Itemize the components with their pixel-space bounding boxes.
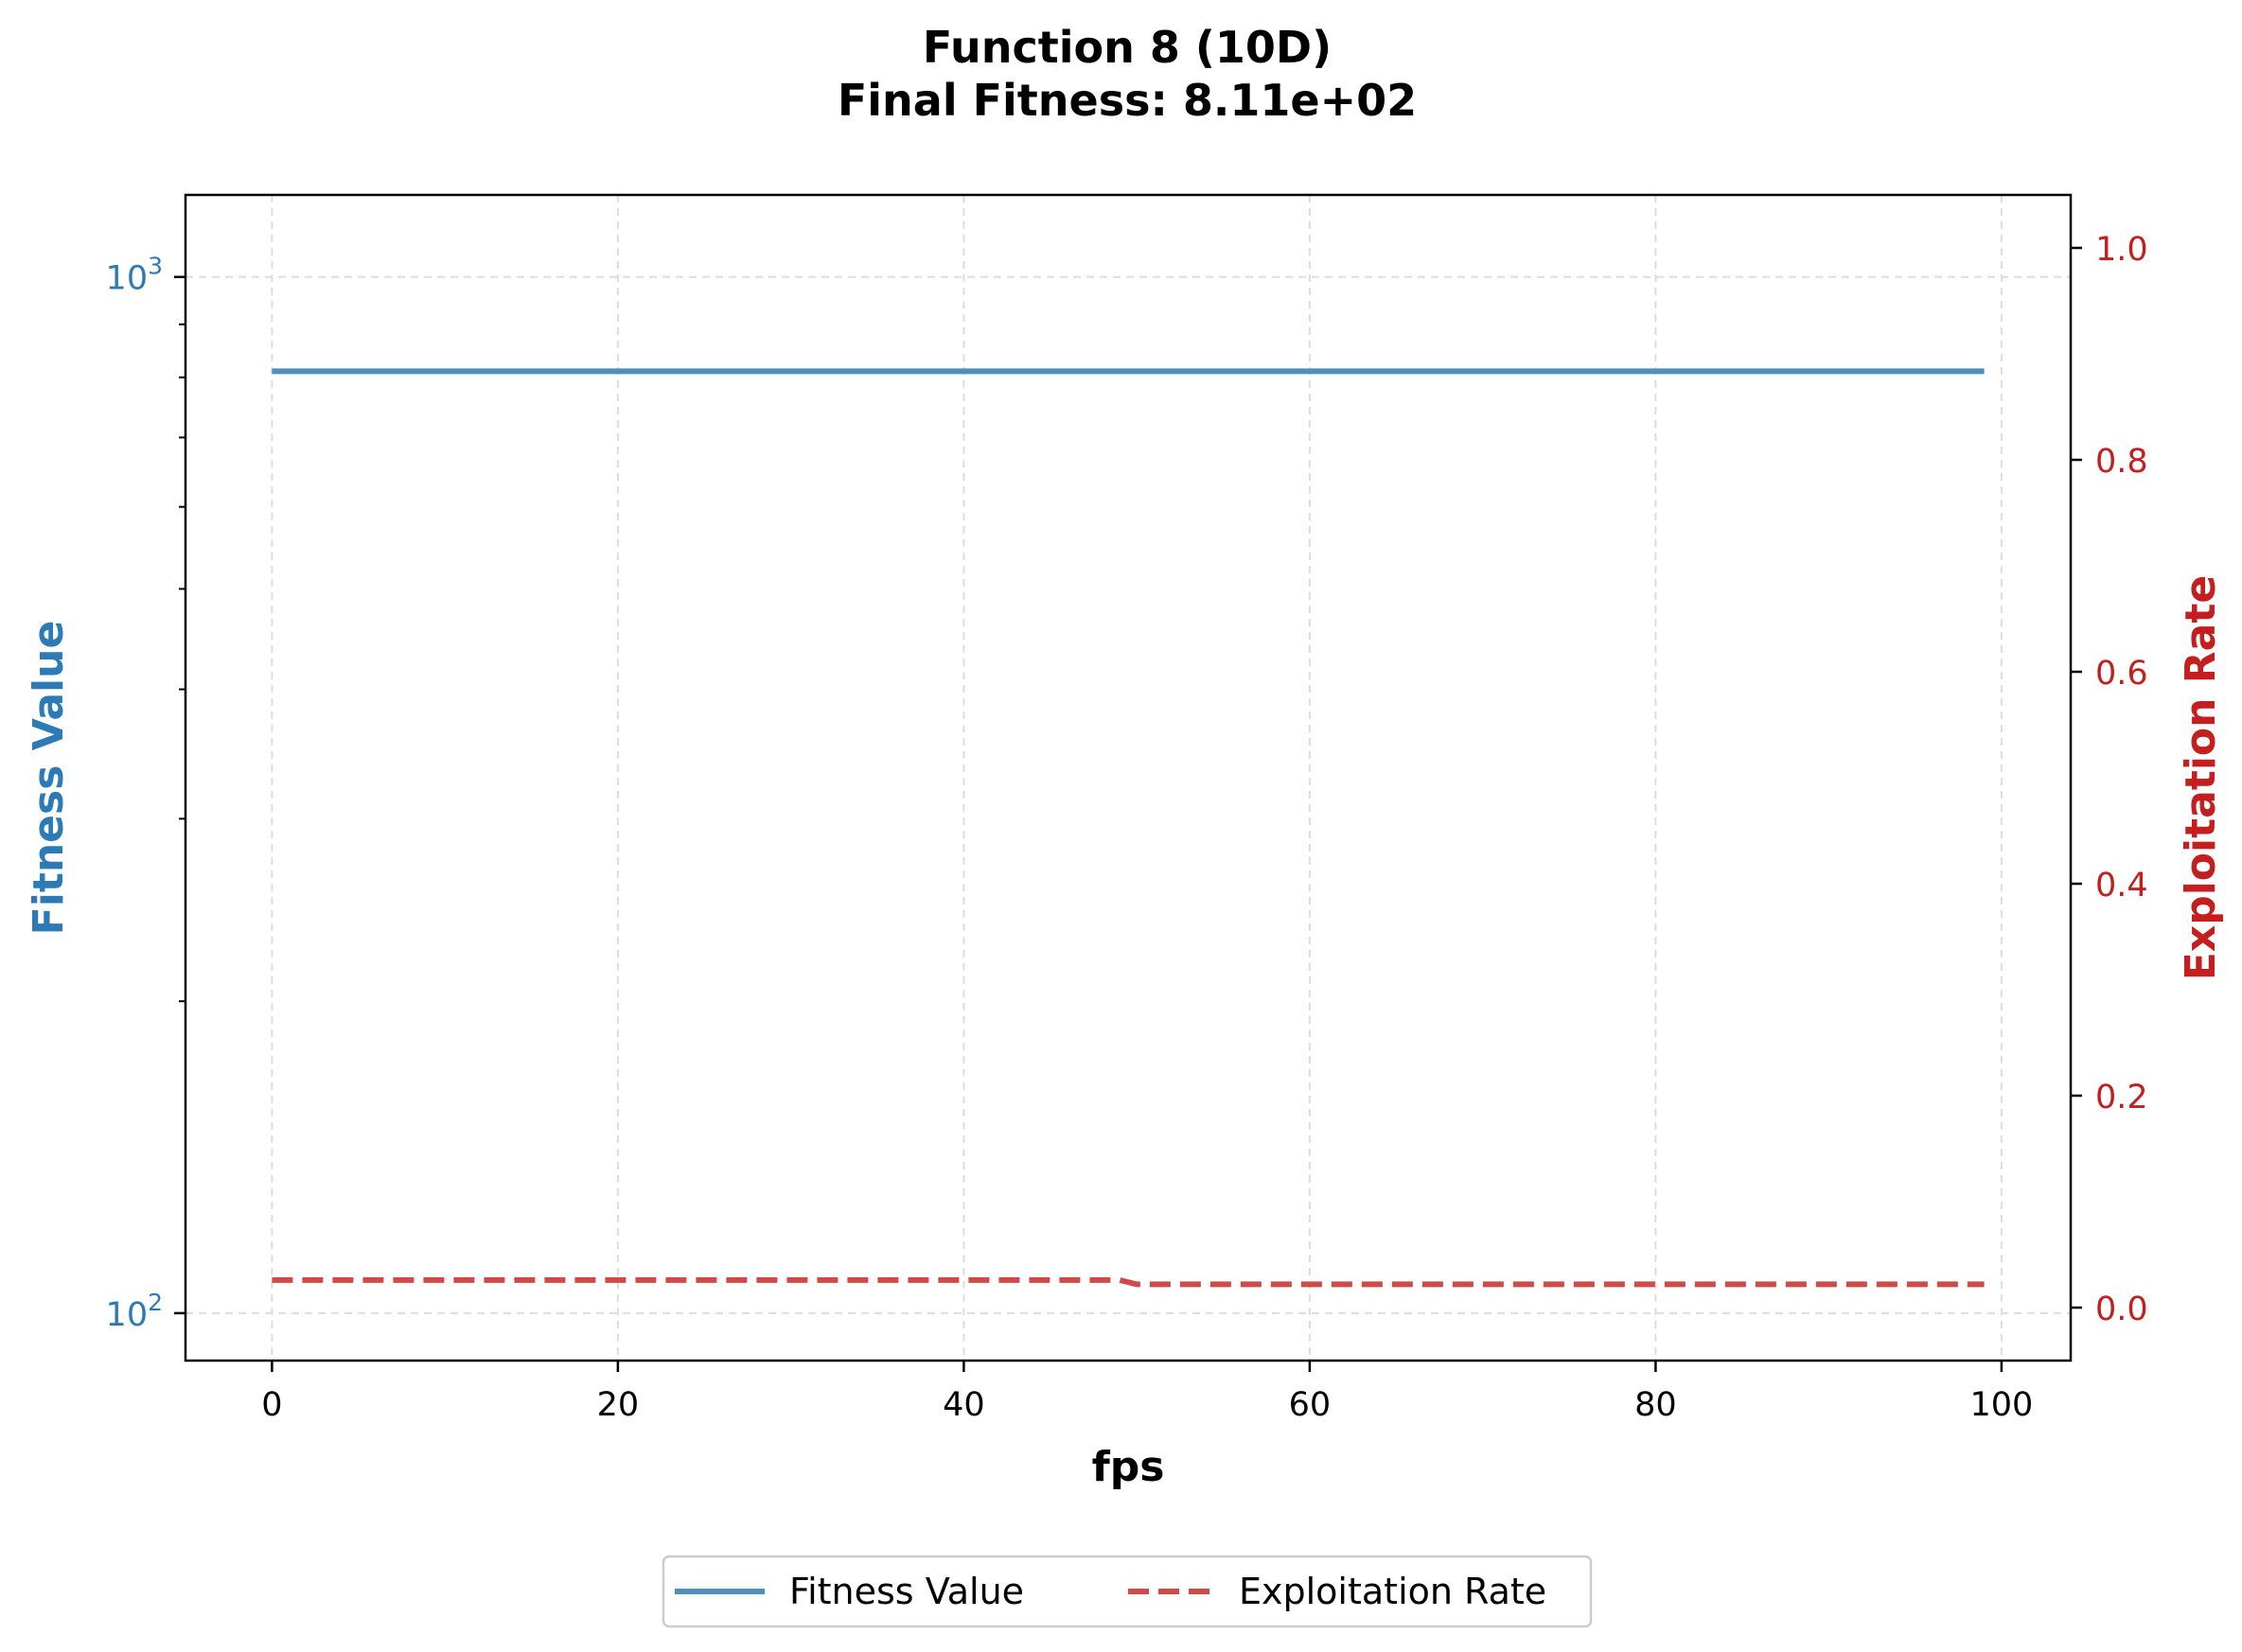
left-y-axis-label: Fitness Value <box>25 621 73 936</box>
left-y-tick-exponent: 2 <box>148 1289 163 1316</box>
left-y-tick-base: 10 <box>106 1296 149 1334</box>
legend-box <box>662 1555 1593 1628</box>
right-y-tick-label: 0.2 <box>2095 1079 2148 1116</box>
right-y-tick-label: 1.0 <box>2095 231 2148 269</box>
x-axis-label: fps <box>1092 1443 1165 1491</box>
right-y-tick-label: 0.8 <box>2095 443 2148 481</box>
left-y-tick-exponent: 3 <box>148 253 163 280</box>
legend-label-fitness-value: Fitness Value <box>789 1571 1024 1612</box>
right-y-tick-label: 0.4 <box>2095 867 2148 905</box>
right-y-tick-label: 0.0 <box>2095 1291 2148 1328</box>
plot-frame <box>184 193 2073 1362</box>
left-y-tick-base: 10 <box>106 260 149 298</box>
right-y-tick-label: 0.6 <box>2095 655 2148 693</box>
x-axis-ticks: 0 20 40 60 80 100 <box>261 1361 2033 1424</box>
legend: Fitness Value Exploitation Rate <box>662 1555 1593 1628</box>
series-line-exploitation-rate <box>272 1276 1985 1288</box>
chart-title: Function 8 (10D) <box>923 22 1332 73</box>
left-y-tick-label: 103 <box>106 253 163 298</box>
chart-subtitle: Final Fitness: 8.11e+02 <box>838 75 1417 126</box>
x-tick-label: 100 <box>1969 1386 2033 1424</box>
x-tick-label: 0 <box>261 1386 282 1424</box>
right-y-axis-ticks: 0.0 0.2 0.4 0.6 0.8 1.0 <box>2071 231 2148 1328</box>
x-tick-label: 40 <box>943 1386 985 1424</box>
legend-label-exploitation-rate: Exploitation Rate <box>1239 1571 1546 1612</box>
x-tick-label: 80 <box>1634 1386 1677 1424</box>
left-y-tick-label: 102 <box>106 1289 163 1334</box>
series-layer <box>272 368 1985 1288</box>
x-tick-label: 20 <box>597 1386 640 1424</box>
right-y-axis-label: Exploitation Rate <box>2177 575 2225 980</box>
grid <box>185 195 2071 1361</box>
x-tick-label: 60 <box>1289 1386 1332 1424</box>
